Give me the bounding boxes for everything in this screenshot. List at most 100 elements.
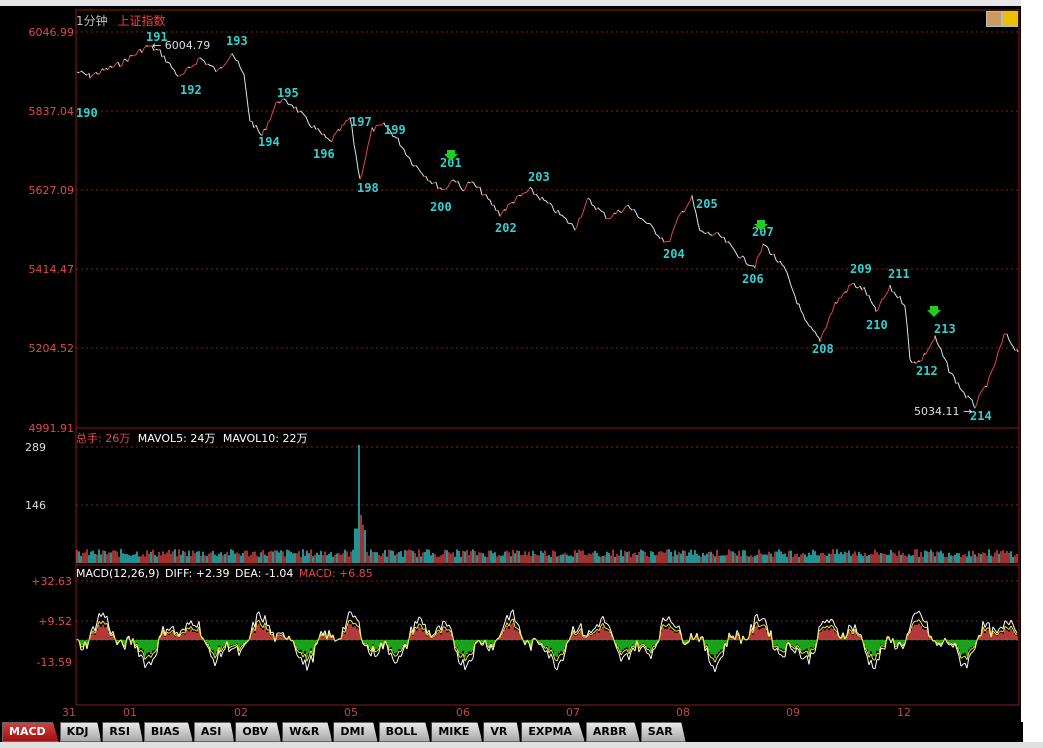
price-line-segment (263, 128, 267, 131)
dea-line-segment (822, 626, 826, 629)
price-line-segment (78, 70, 82, 74)
low-price-label: 5034.11 → (914, 405, 972, 418)
tab-asi[interactable]: ASI (193, 722, 235, 742)
price-line-segment (273, 102, 277, 109)
dea-line-segment (912, 620, 916, 624)
tab-bias[interactable]: BIAS (143, 722, 193, 742)
dea-line-segment (506, 622, 510, 627)
diff-line-segment (806, 655, 810, 665)
price-line-segment (195, 58, 199, 65)
diff-line-segment (494, 638, 498, 643)
diff-line-segment (608, 625, 612, 632)
tab-arbr[interactable]: ARBR (585, 722, 640, 742)
tab-obv[interactable]: OBV (235, 722, 282, 742)
tab-macd[interactable]: MACD (2, 722, 59, 742)
diff-line-segment (678, 625, 682, 634)
maximize-icon[interactable] (1002, 11, 1018, 27)
dea-label: DEA: -1.04 (234, 567, 294, 580)
dea-line-segment (628, 648, 632, 655)
dea-line-segment (770, 633, 774, 647)
dea-line-segment (714, 657, 718, 663)
price-line-segment (586, 197, 589, 200)
dea-line-segment (814, 641, 818, 649)
x-axis-label: 01 (123, 706, 137, 719)
price-line-segment (528, 186, 531, 190)
price-line-segment (969, 397, 973, 401)
dea-line-segment (448, 629, 452, 633)
diff-line-segment (466, 660, 470, 666)
price-line-segment (781, 264, 785, 267)
diff-line-segment (810, 652, 814, 655)
tab-sar[interactable]: SAR (640, 722, 686, 742)
dea-line-segment (320, 633, 324, 637)
right-scrollbar-area[interactable] (1021, 0, 1043, 748)
dea-line-segment (910, 622, 914, 629)
price-line-segment (201, 59, 205, 62)
diff-line-segment (756, 614, 760, 622)
diff-line-segment (108, 627, 112, 635)
tab-expma[interactable]: EXPMA (521, 722, 585, 742)
dea-line-segment (578, 628, 582, 632)
diff-line-segment (960, 663, 964, 667)
dea-line-segment (152, 651, 156, 654)
tab-dmi[interactable]: DMI (333, 722, 378, 742)
settings-icon[interactable] (986, 11, 1002, 27)
diff-line-segment (366, 645, 370, 654)
dea-line-segment (884, 637, 888, 647)
dea-line-segment (580, 628, 584, 638)
price-line-segment (861, 286, 865, 291)
high-price-label: ← 6004.79 (152, 39, 210, 52)
wave-label: 210 (866, 318, 888, 332)
tab-kdj[interactable]: KDJ (59, 722, 102, 742)
price-line-segment (421, 173, 425, 177)
price-line-segment (571, 223, 575, 229)
tab-vr[interactable]: VR (483, 722, 521, 742)
dea-line-segment (208, 646, 212, 652)
period-label[interactable]: 1分钟 (76, 14, 108, 28)
price-line-segment (758, 251, 762, 256)
price-line-segment (689, 195, 693, 202)
diff-line-segment (552, 658, 556, 669)
price-line-segment (727, 241, 731, 244)
diff-line-segment (500, 628, 504, 634)
diff-line-segment (656, 640, 660, 644)
diff-line-segment (884, 636, 888, 650)
price-y-label: 5627.09 (28, 184, 75, 197)
diff-line-segment (670, 621, 674, 625)
diff-line-segment (974, 640, 978, 649)
diff-line-segment (430, 634, 434, 638)
tab-rsi[interactable]: RSI (102, 722, 143, 742)
price-line-segment (191, 64, 195, 68)
tab-mike[interactable]: MIKE (431, 722, 483, 742)
diff-line-segment (722, 643, 726, 657)
price-line-segment (265, 122, 269, 131)
dea-line-segment (548, 649, 552, 654)
diff-line-segment (484, 639, 488, 648)
diff-line-segment (102, 612, 106, 618)
diff-line-segment (344, 619, 348, 630)
dea-line-segment (148, 654, 152, 658)
diff-line-segment (306, 663, 310, 671)
price-line-segment (453, 179, 457, 183)
dea-line-segment (524, 640, 528, 644)
price-line-segment (633, 208, 637, 213)
dea-line-segment (130, 638, 134, 644)
price-line-segment (573, 227, 576, 231)
indicator-tabs: MACD KDJ RSI BIAS ASI OBV W&R DMI BOLL M… (0, 722, 1023, 742)
price-line-segment (537, 196, 541, 201)
diff-line-segment (246, 639, 250, 643)
price-line-segment (386, 126, 390, 130)
tab-wr[interactable]: W&R (282, 722, 333, 742)
tab-boll[interactable]: BOLL (378, 722, 431, 742)
price-line-segment (181, 73, 185, 75)
diff-line-segment (148, 661, 152, 666)
dea-line-segment (606, 628, 610, 631)
diff-line-segment (326, 630, 330, 640)
diff-line-segment (614, 643, 618, 650)
dea-line-segment (998, 630, 1002, 633)
dea-line-segment (918, 619, 922, 623)
dea-line-segment (496, 637, 500, 640)
dea-line-segment (154, 648, 158, 653)
dea-line-segment (242, 642, 246, 646)
